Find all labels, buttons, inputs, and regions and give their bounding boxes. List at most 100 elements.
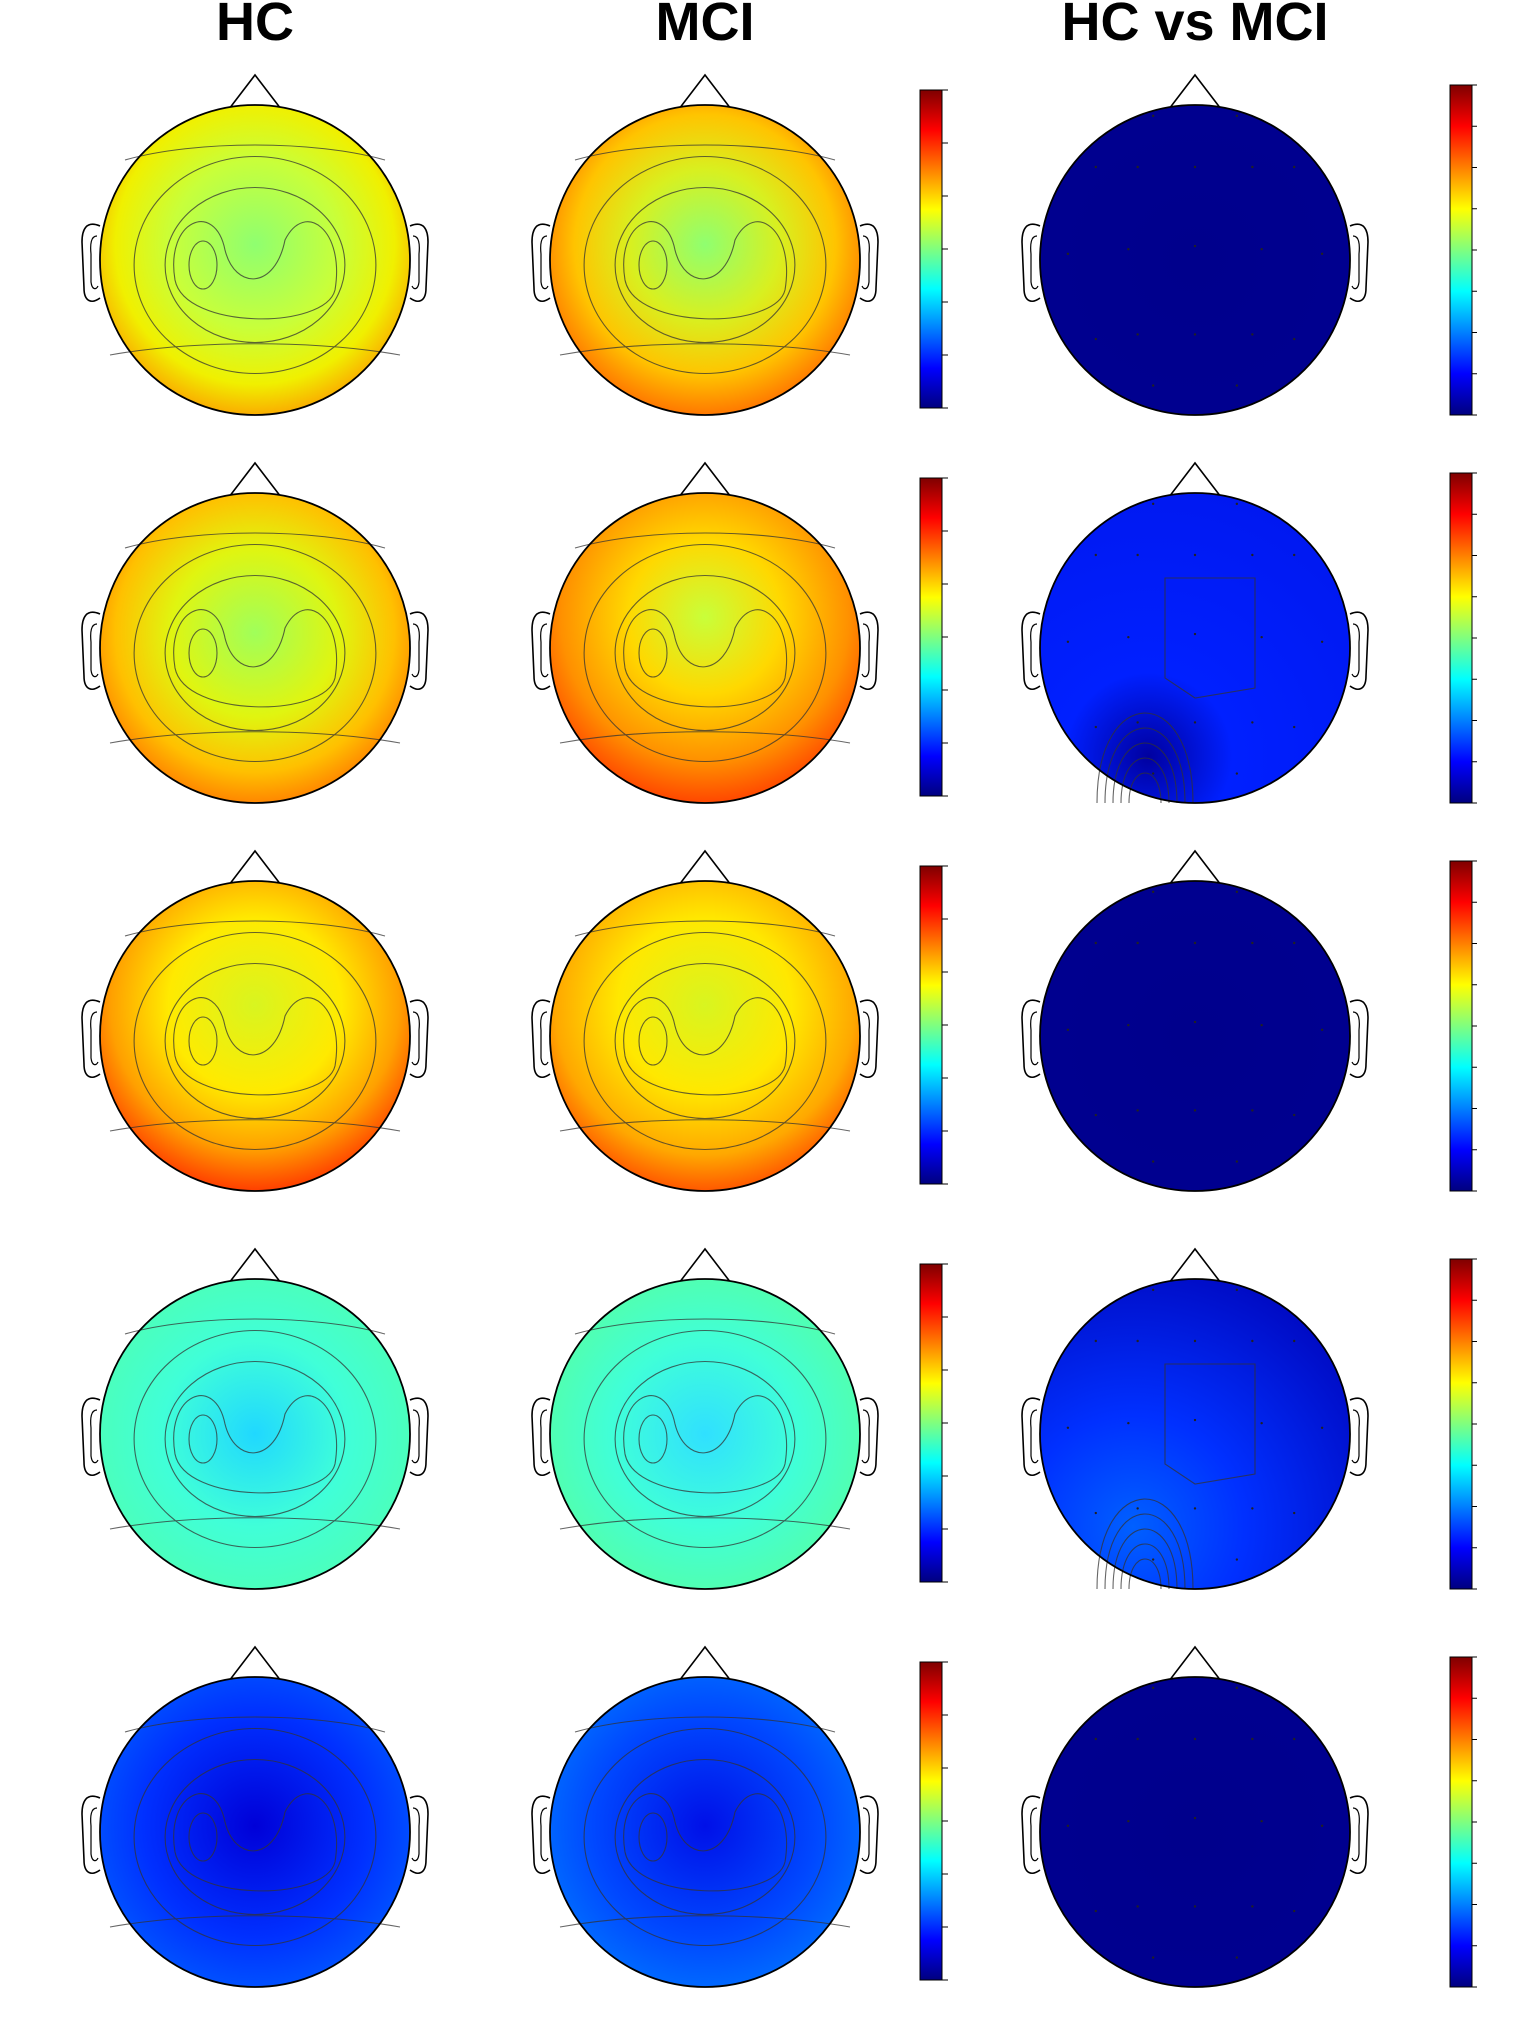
contour-line — [133, 931, 377, 1151]
electrode-dot — [1136, 1737, 1139, 1741]
contour-line — [583, 931, 827, 1151]
contour-lines — [559, 1318, 851, 1549]
electrode-dot — [1151, 114, 1155, 118]
contour-line — [173, 1395, 338, 1494]
ear-outline — [409, 1397, 429, 1476]
contour-line — [583, 543, 827, 763]
electrode-dot — [1094, 1339, 1098, 1343]
contour-line — [614, 186, 796, 344]
electrode-dot — [1066, 1028, 1070, 1032]
p-value-topomap — [1021, 461, 1369, 804]
electrode-dot — [1193, 632, 1197, 636]
electrode-dot — [1136, 1339, 1139, 1343]
ear-inner — [861, 1807, 870, 1862]
electrode-dot — [1193, 1816, 1197, 1820]
ear-inner — [1351, 235, 1360, 290]
electrode-dot — [1151, 1558, 1155, 1561]
colorbar-db — [919, 477, 948, 797]
contour-line — [109, 343, 401, 356]
electrode-dots — [1066, 502, 1324, 775]
electrode-dot — [1193, 1507, 1197, 1510]
contour-line — [173, 609, 338, 708]
electrode-dot — [1193, 721, 1197, 724]
electrode-dot — [1251, 1109, 1254, 1112]
ear-inner — [540, 1011, 549, 1066]
ear-inner — [540, 1409, 549, 1464]
contour-line — [614, 574, 796, 732]
contour-line — [133, 1329, 377, 1549]
contour-line — [124, 532, 386, 549]
electrode-dot — [1094, 725, 1098, 729]
electrode-dot — [1193, 941, 1197, 945]
colorbar-p — [1449, 84, 1477, 416]
contour-line — [188, 240, 218, 290]
ear-inner — [411, 1011, 420, 1066]
electrode-dot — [1235, 1956, 1239, 1959]
ear-outline — [409, 1795, 429, 1874]
power-topomap — [81, 849, 429, 1192]
head-outline — [99, 1278, 411, 1590]
electrode-dot — [1193, 1339, 1197, 1343]
electrode-dot — [1235, 114, 1239, 118]
contour-lines — [559, 1716, 851, 1947]
head-outline — [549, 1278, 861, 1590]
electrode-dot — [1066, 640, 1070, 643]
contour-line — [188, 628, 218, 678]
contour-line — [124, 1318, 386, 1335]
ear-inner — [540, 235, 549, 290]
ear-inner — [1351, 623, 1360, 678]
ear-inner — [1030, 1011, 1039, 1066]
contour-line — [1096, 1498, 1194, 1590]
contour-line — [1104, 727, 1186, 804]
contour-line — [559, 1915, 851, 1928]
colorbar-db — [919, 89, 948, 409]
scalp-map — [100, 1677, 410, 1987]
electrode-dot — [1094, 165, 1098, 169]
electrode-dot — [1235, 1160, 1239, 1163]
column-title-mci: MCI — [656, 0, 755, 52]
power-topomap — [81, 1645, 429, 1988]
electrode-dot — [1094, 1909, 1098, 1913]
power-topomap — [531, 461, 879, 804]
contour-line — [1128, 1558, 1162, 1590]
contour-line — [623, 609, 788, 708]
colorbar-db — [919, 865, 948, 1185]
electrode-dot — [1293, 553, 1296, 557]
electrode-dot — [1151, 1956, 1155, 1959]
ear-inner — [90, 1807, 99, 1862]
electrode-dot — [1066, 1426, 1070, 1430]
contour-line — [109, 1915, 401, 1928]
nose-outline — [1168, 1645, 1222, 1682]
contour-lines — [109, 144, 401, 375]
electrode-dot — [1136, 721, 1139, 724]
scalp-map — [100, 1279, 410, 1589]
head-outline — [1039, 1278, 1351, 1590]
electrode-dot — [1235, 890, 1239, 894]
colorbar-p — [1449, 1656, 1477, 1988]
ear-inner — [1030, 1807, 1039, 1862]
head-outline — [99, 880, 411, 1192]
ear-outline — [81, 999, 101, 1078]
power-topomap — [81, 1247, 429, 1590]
contour-line — [559, 1517, 851, 1530]
electrode-dot — [1193, 1418, 1197, 1422]
ear-outline — [409, 611, 429, 690]
contour-line — [124, 920, 386, 937]
electrode-dots — [1066, 890, 1324, 1163]
colorbar-db-bar — [919, 865, 943, 1185]
scalp-map — [550, 1279, 860, 1589]
contour-line — [173, 221, 338, 320]
electrode-dot — [1320, 1028, 1324, 1032]
electrode-dot — [1260, 247, 1263, 251]
electrode-dot — [1251, 1737, 1254, 1741]
electrode-dot — [1127, 247, 1130, 251]
figure-row — [81, 1645, 1477, 1988]
head-outline — [549, 492, 861, 804]
nose-outline — [228, 461, 282, 498]
ear-outline — [531, 1397, 551, 1476]
ear-outline — [1349, 1397, 1369, 1476]
ear-outline — [81, 1397, 101, 1476]
contour-line — [164, 186, 346, 344]
rows-layer — [81, 73, 1477, 1988]
electrode-dot — [1136, 1507, 1139, 1510]
